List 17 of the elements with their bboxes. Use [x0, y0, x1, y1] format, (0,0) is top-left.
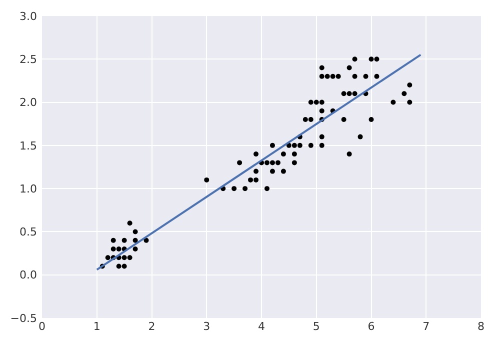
x-tick-label: 3	[203, 320, 210, 333]
y-tick-label: 1.0	[20, 182, 37, 196]
x-tick-label: 2	[148, 320, 156, 333]
y-tick-label: −0.5	[10, 312, 37, 325]
x-tick-label: 7	[422, 320, 430, 333]
y-tick-label: 2.5	[20, 52, 37, 66]
x-tick-label: 8	[478, 320, 484, 333]
x-tick-label: 6	[368, 320, 375, 333]
y-tick-label: 0.0	[20, 268, 37, 282]
y-tick-label: 3.0	[20, 10, 37, 23]
x-tick-label: 0	[38, 320, 46, 333]
y-tick-label: 0.5	[20, 226, 37, 239]
y-tick-label: 1.5	[20, 139, 37, 152]
x-tick-label: 5	[312, 320, 320, 333]
x-tick-label: 4	[258, 320, 265, 333]
x-tick-label: 1	[93, 320, 100, 333]
y-tick-label: 2.0	[20, 96, 37, 110]
